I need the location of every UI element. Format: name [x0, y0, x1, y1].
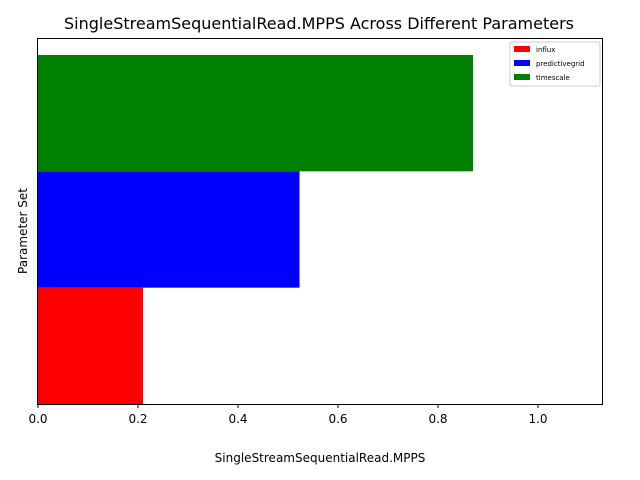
x-axis-label: SingleStreamSequentialRead.MPPS: [215, 451, 426, 465]
legend-box: [509, 41, 601, 87]
y-axis-label: Parameter Set: [16, 188, 30, 274]
plot-frame: [37, 38, 603, 405]
bars-group: [38, 55, 473, 404]
legend-label-predictivegrid: predictivegrid: [536, 60, 585, 68]
bar-timescale: [38, 55, 473, 172]
legend-swatch-predictivegrid: [514, 60, 530, 66]
x-ticks-group: 0.0 0.2 0.4 0.6 0.8 1.0: [28, 404, 548, 426]
x-tick-label: 0.6: [328, 412, 347, 426]
legend-label-influx: influx: [536, 46, 555, 54]
bar-influx: [38, 287, 143, 404]
x-tick-label: 0.0: [28, 412, 47, 426]
x-tick-label: 1.0: [528, 412, 547, 426]
x-tick-label: 0.2: [128, 412, 147, 426]
legend-label-timescale: timescale: [536, 74, 570, 82]
x-tick-label: 0.8: [428, 412, 447, 426]
x-tick-label: 0.4: [228, 412, 247, 426]
chart-title: SingleStreamSequentialRead.MPPS Across D…: [64, 14, 574, 33]
legend-swatch-timescale: [514, 74, 530, 80]
bar-predictivegrid: [38, 171, 300, 288]
legend-swatch-influx: [514, 46, 530, 52]
legend: influx predictivegrid timescale: [509, 41, 601, 87]
